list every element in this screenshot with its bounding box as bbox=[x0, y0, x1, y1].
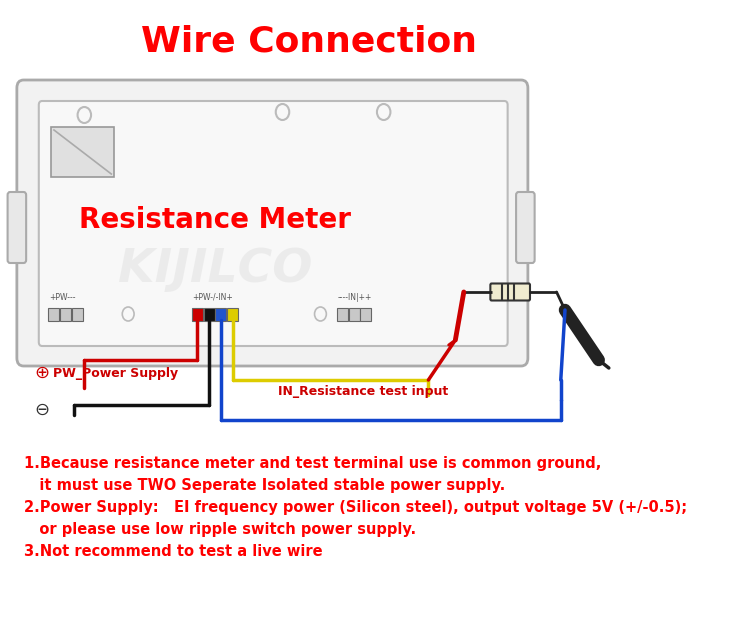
Text: 2.Power Supply:   EI frequency power (Silicon steel), output voltage 5V (+/-0.5): 2.Power Supply: EI frequency power (Sili… bbox=[24, 500, 686, 515]
Text: ----IN|++: ----IN|++ bbox=[337, 293, 372, 302]
Text: 3.Not recommend to test a live wire: 3.Not recommend to test a live wire bbox=[24, 544, 322, 559]
FancyBboxPatch shape bbox=[51, 127, 114, 177]
Text: PW_Power Supply: PW_Power Supply bbox=[53, 367, 179, 381]
FancyBboxPatch shape bbox=[60, 307, 71, 321]
FancyBboxPatch shape bbox=[192, 307, 203, 321]
FancyBboxPatch shape bbox=[348, 307, 359, 321]
Text: 1.Because resistance meter and test terminal use is common ground,: 1.Because resistance meter and test term… bbox=[24, 456, 601, 471]
FancyBboxPatch shape bbox=[7, 192, 26, 263]
Text: ⊕: ⊕ bbox=[35, 364, 50, 382]
FancyBboxPatch shape bbox=[360, 307, 371, 321]
Text: IN_Resistance test input: IN_Resistance test input bbox=[279, 386, 448, 399]
Text: it must use TWO Seperate Isolated stable power supply.: it must use TWO Seperate Isolated stable… bbox=[24, 478, 505, 493]
Text: +PW---: +PW--- bbox=[49, 293, 76, 302]
Text: ⊖: ⊖ bbox=[35, 401, 50, 419]
Text: Wire Connection: Wire Connection bbox=[141, 25, 478, 59]
FancyBboxPatch shape bbox=[337, 307, 348, 321]
FancyBboxPatch shape bbox=[49, 307, 60, 321]
FancyBboxPatch shape bbox=[204, 307, 215, 321]
Text: KIJILCO: KIJILCO bbox=[118, 248, 312, 292]
FancyBboxPatch shape bbox=[72, 307, 83, 321]
Text: +PW-/-IN+: +PW-/-IN+ bbox=[193, 293, 233, 302]
FancyBboxPatch shape bbox=[215, 307, 226, 321]
FancyBboxPatch shape bbox=[490, 284, 530, 301]
FancyBboxPatch shape bbox=[516, 192, 534, 263]
FancyBboxPatch shape bbox=[227, 307, 238, 321]
Text: or please use low ripple switch power supply.: or please use low ripple switch power su… bbox=[24, 522, 416, 537]
FancyBboxPatch shape bbox=[17, 80, 528, 366]
Text: Resistance Meter: Resistance Meter bbox=[79, 206, 351, 234]
FancyBboxPatch shape bbox=[39, 101, 508, 346]
